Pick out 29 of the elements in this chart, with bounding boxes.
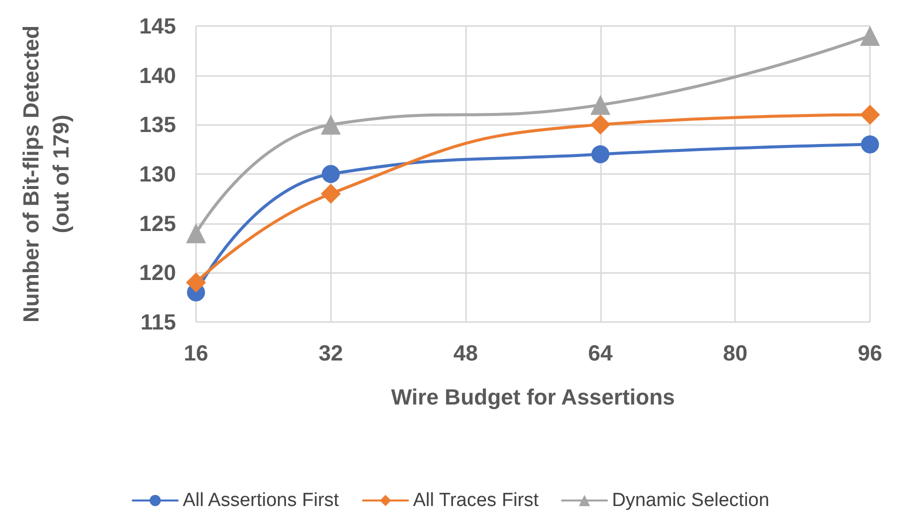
legend-label: Dynamic Selection <box>612 490 770 511</box>
y-tick-label: 130 <box>139 162 176 186</box>
point <box>590 94 610 115</box>
point <box>591 145 610 164</box>
x-tick-label: 16 <box>184 340 208 366</box>
y-tick-label: 125 <box>139 210 176 236</box>
point <box>322 165 340 183</box>
point <box>186 223 206 244</box>
x-tick-label: 48 <box>453 340 478 366</box>
point <box>860 104 880 125</box>
point <box>320 184 341 204</box>
x-axis-title: Wire Budget for Assertions <box>391 384 675 410</box>
legend-label: All Traces First <box>413 490 540 511</box>
legend-label: All Assertions First <box>182 490 340 511</box>
x-tick-label: 80 <box>722 340 748 366</box>
x-tick-label: 64 <box>588 340 614 366</box>
point <box>320 114 341 135</box>
y-tick-label: 140 <box>139 62 176 88</box>
y-tick-label: 135 <box>139 112 176 138</box>
y-tick-label: 120 <box>139 260 176 286</box>
y-axis-title: Number of Bit-flips Detected (out of 179) <box>18 25 74 323</box>
x-tick-label: 96 <box>858 340 882 366</box>
point <box>590 114 610 135</box>
point <box>860 26 880 46</box>
x-tick-label: 32 <box>318 340 344 366</box>
point <box>861 135 879 154</box>
y-tick-label: 145 <box>139 14 176 38</box>
y-tick-label: 115 <box>140 310 176 334</box>
point <box>186 272 206 293</box>
